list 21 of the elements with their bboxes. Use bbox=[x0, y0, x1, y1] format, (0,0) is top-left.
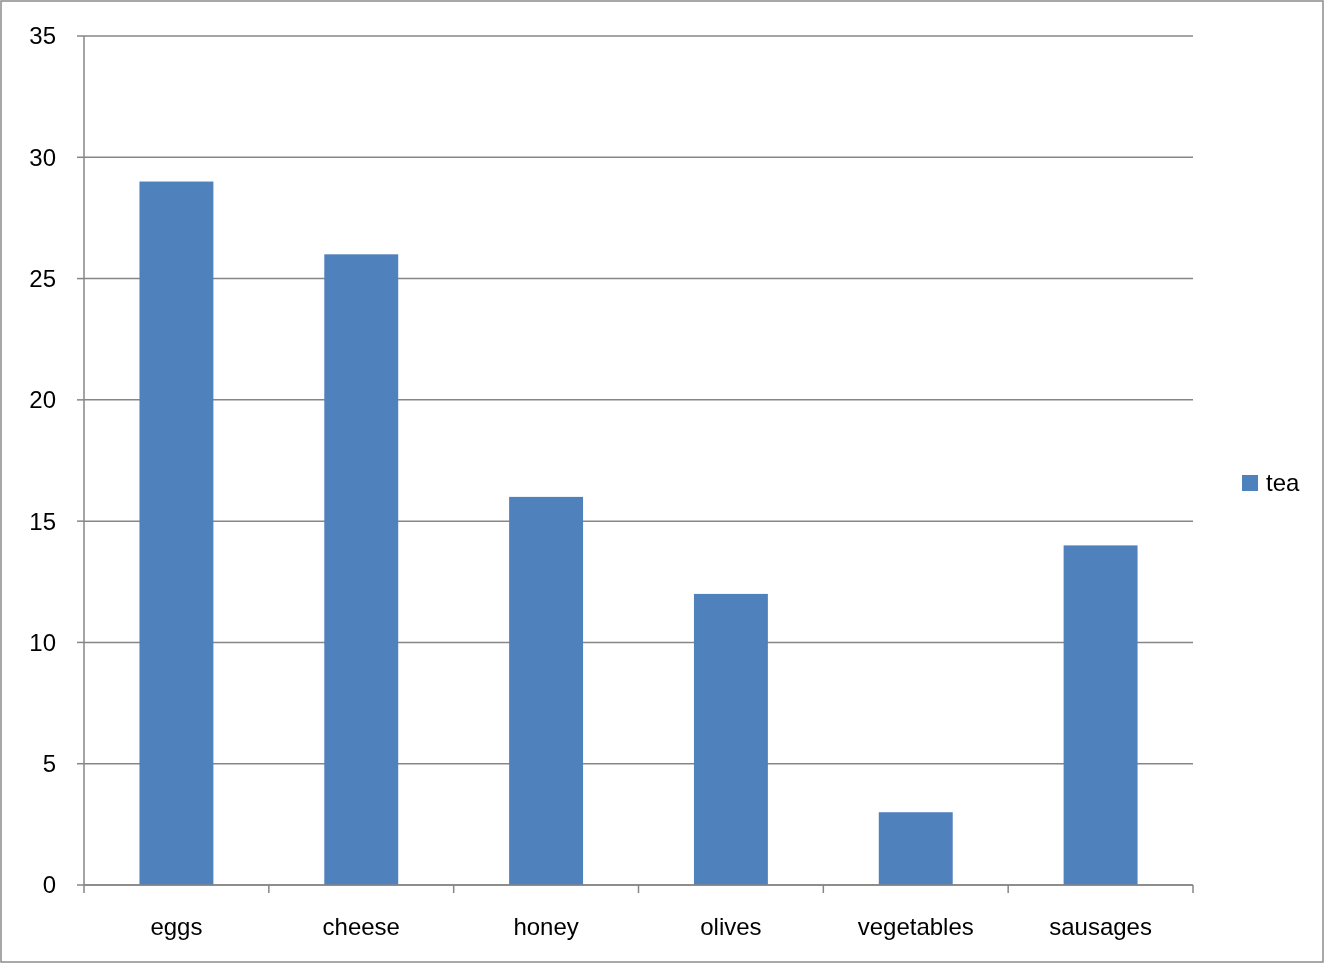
bar bbox=[1063, 545, 1138, 885]
y-tick-label: 10 bbox=[29, 628, 56, 656]
x-tick-label: sausages bbox=[1049, 913, 1152, 940]
x-tick-label: honey bbox=[513, 913, 579, 940]
x-tick-label: eggs bbox=[150, 913, 203, 940]
x-tick-label: olives bbox=[700, 913, 762, 940]
y-tick-label: 0 bbox=[42, 871, 56, 899]
bar bbox=[324, 254, 399, 885]
bar bbox=[139, 181, 214, 885]
legend-label: tea bbox=[1266, 469, 1301, 497]
y-tick-label: 30 bbox=[29, 143, 56, 171]
x-tick-label: vegetables bbox=[857, 913, 974, 940]
bar bbox=[509, 496, 584, 885]
y-tick-label: 35 bbox=[29, 22, 56, 50]
bar bbox=[693, 593, 768, 885]
x-tick-label: cheese bbox=[322, 913, 400, 940]
bar bbox=[878, 812, 953, 885]
y-tick-label: 5 bbox=[42, 750, 56, 778]
y-tick-label: 25 bbox=[29, 264, 56, 292]
y-tick-label: 15 bbox=[29, 507, 56, 535]
y-tick-label: 20 bbox=[29, 386, 56, 414]
